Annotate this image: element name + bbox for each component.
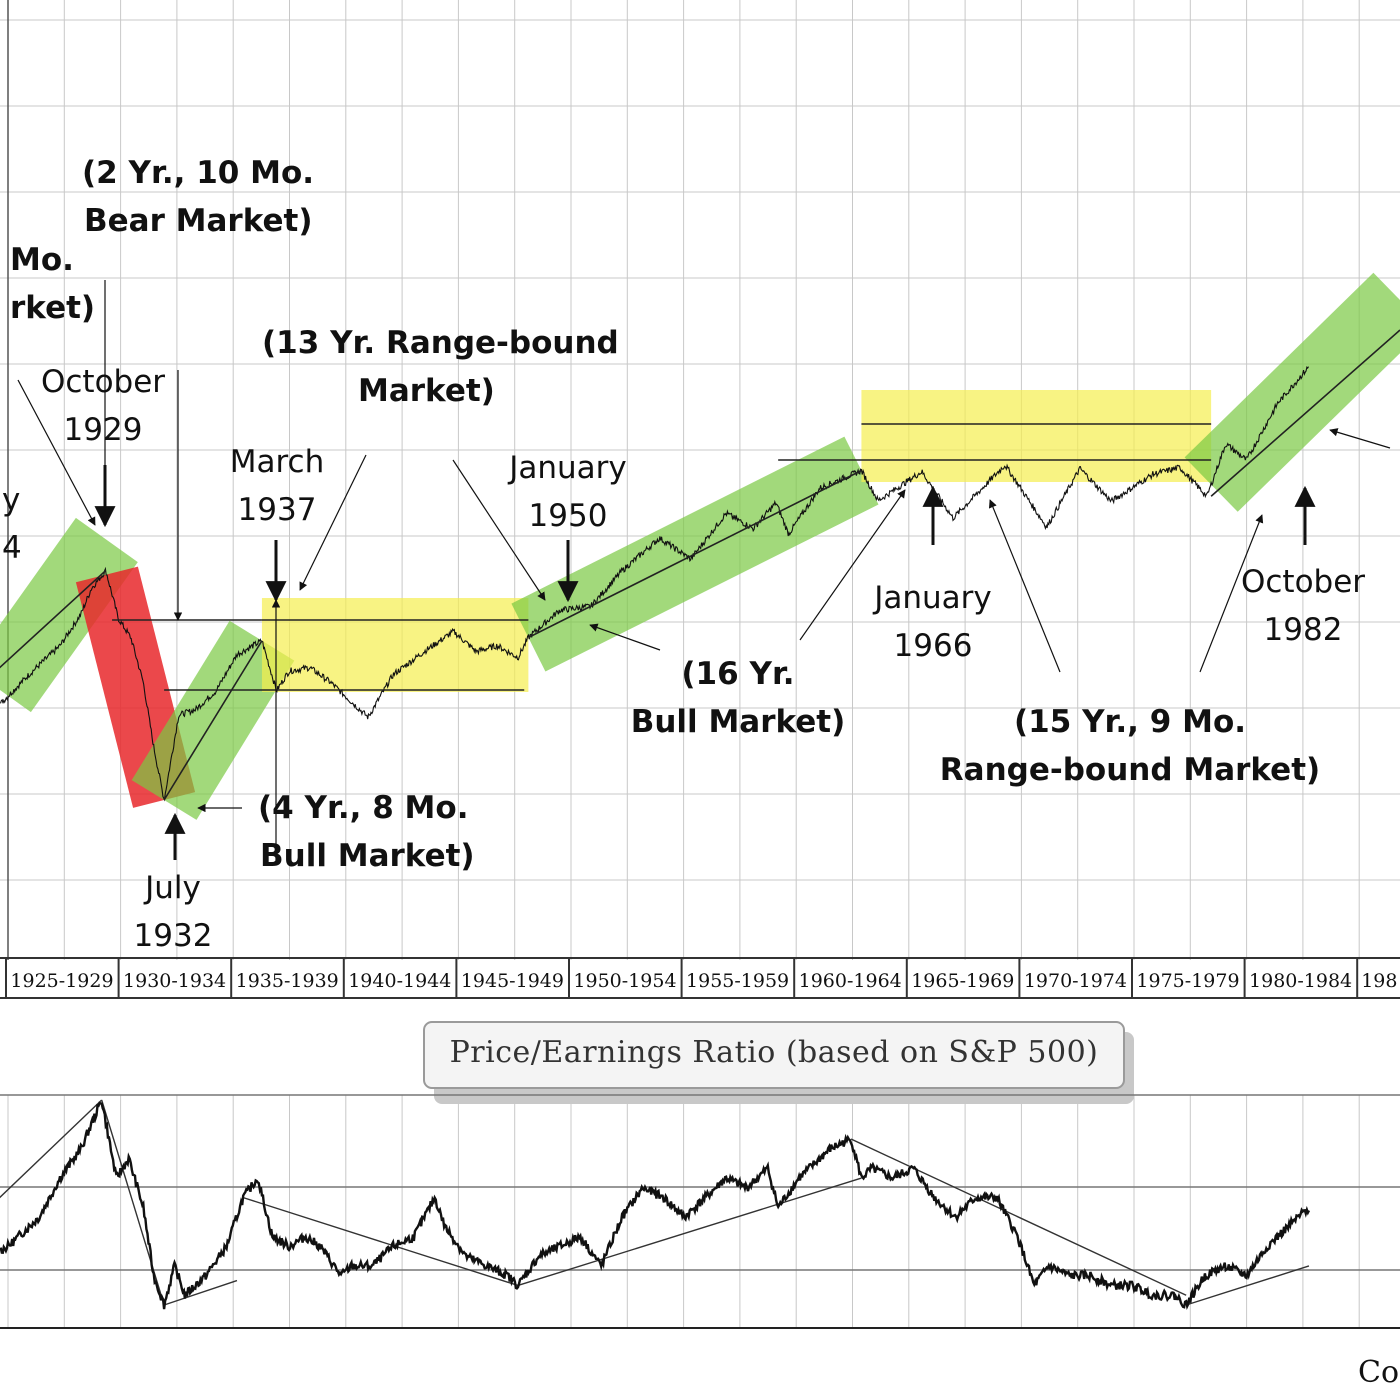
pe-trend-line [243,1196,519,1287]
period-tick-label: 1965-1969 [911,970,1014,992]
date-label: 1982 [1264,612,1343,648]
regime-callout: (16 Yr. [681,656,794,692]
period-tick-label: 1955-1959 [686,970,789,992]
period-tick-label: 1945-1949 [461,970,564,992]
corner-text: Co [1358,1355,1399,1390]
regime-callout: Bear Market) [84,203,313,239]
pe-trend-line [850,1138,1187,1296]
regime-callout: Bull Market) [260,838,475,874]
regime-callout: Bull Market) [631,704,846,740]
period-tick-label: 1975-1979 [1136,970,1239,992]
pe-ratio-line [0,1101,1311,1310]
date-label: October [41,364,165,400]
trend-line [163,640,263,801]
trend-line [528,469,862,639]
price-series [0,366,1309,802]
pe-trend-line [517,1177,862,1287]
period-tick-label: 1925-1929 [10,970,113,992]
regime-callout: Market) [358,373,495,409]
period-tick-label: 1930-1934 [123,970,226,992]
price-line [0,366,1309,802]
period-tick-label: 1980-1984 [1249,970,1352,992]
trend-line [0,569,107,669]
annotation-arrow [1329,428,1391,449]
date-label: October [1241,564,1365,600]
annotation-arrow [17,379,96,526]
date-label: 1929 [64,412,143,448]
trend-lines [0,329,1400,801]
annotation-arrow [988,499,1061,673]
date-label: January [507,450,627,486]
pe-chart-title: Price/Earnings Ratio (based on S&P 500) [450,1035,1099,1070]
date-label: y [2,482,20,518]
range-regime-band [861,390,1212,482]
pe-trend-lines [0,1099,1310,1306]
date-label: 1937 [238,492,317,528]
date-label: March [230,444,325,480]
regime-callouts: (2 Yr., 10 Mo. Bear Market) Mo. rket) (13 Yr… [10,155,1320,874]
pe-series [0,1101,1311,1310]
date-label: 1950 [529,498,608,534]
range-regime-band [261,598,529,692]
trend-line [1210,329,1400,497]
bull-regime-band [0,517,138,713]
annotation-arrow [299,454,367,591]
pe-trend-line [1185,1265,1310,1306]
date-label: 1932 [134,918,213,954]
period-axis: 1925-1929 1930-1934 1935-1939 1940-1944 1945… [0,957,1400,999]
period-tick-label: 1970-1974 [1024,970,1127,992]
pe-gridlines [0,1094,1400,1329]
period-tick-label: 1950-1954 [573,970,676,992]
annotation-arrow [1199,514,1264,673]
pe-trend-line [0,1099,103,1199]
annotation-arrows [17,280,1391,860]
annotation-arrow [452,459,546,601]
date-label: 1966 [894,628,973,664]
regime-callout: (4 Yr., 8 Mo. [258,790,468,826]
period-tick-label: 1935-1939 [236,970,339,992]
annotation-arrow [799,489,906,641]
annotation-arrow [589,623,661,651]
date-label: 4 [2,530,22,566]
date-label: January [872,580,992,616]
period-tick-label: 1940-1944 [348,970,451,992]
regime-callout: Mo. [10,242,74,278]
date-labels: October 1929 March 1937 January 1950 January 19… [2,364,1365,954]
period-tick-label: 198 [1361,970,1397,992]
pe-title-box: Price/Earnings Ratio (based on S&P 500) [423,1021,1134,1104]
regime-callout: (15 Yr., 9 Mo. [1014,704,1246,740]
pe-trend-line [163,1279,238,1306]
regime-callout: (2 Yr., 10 Mo. [82,155,314,191]
regime-callout: rket) [10,290,95,326]
regime-callout: Range-bound Market) [940,752,1320,788]
date-label: July [143,870,201,906]
period-tick-label: 1960-1964 [799,970,902,992]
regime-callout: (13 Yr. Range-bound [262,325,619,361]
